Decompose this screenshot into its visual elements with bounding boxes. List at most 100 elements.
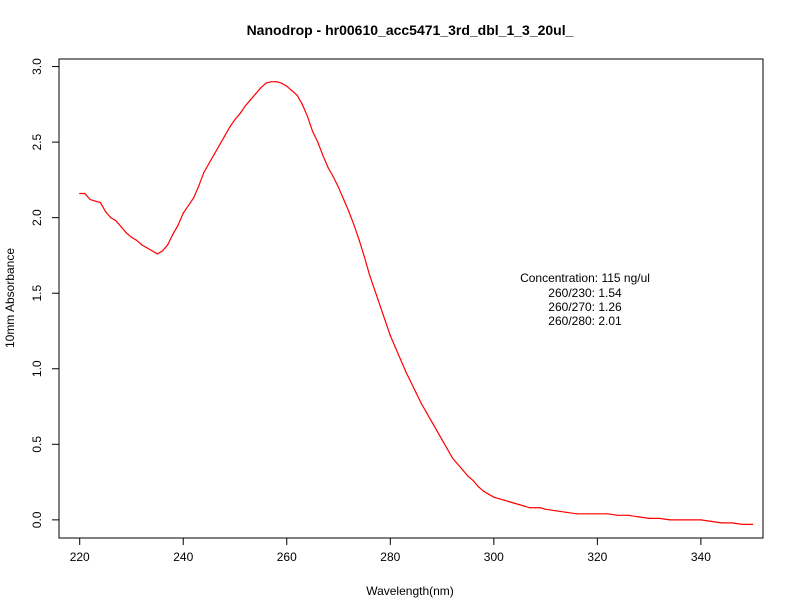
- absorbance-series-line: [79, 81, 753, 525]
- y-tick-label: 1.0: [30, 360, 44, 377]
- y-axis: 0.0 0.5 1.0 1.5 2.0 2.5 3.0: [30, 58, 59, 528]
- data-point: [296, 94, 298, 96]
- data-point: [110, 217, 112, 219]
- data-point: [218, 144, 221, 146]
- data-point: [255, 93, 257, 95]
- data-point: [472, 479, 474, 482]
- data-point: [177, 224, 179, 226]
- data-point: [312, 130, 314, 133]
- data-point: [270, 81, 272, 83]
- data-point: [104, 211, 107, 213]
- data-point: [415, 392, 417, 394]
- data-point: [337, 186, 340, 189]
- data-point: [224, 135, 226, 137]
- data-point: [658, 517, 661, 519]
- data-point: [710, 520, 712, 522]
- x-axis-label: Wavelength(nm): [366, 584, 454, 598]
- data-point: [348, 211, 350, 213]
- y-tick-label: 1.5: [30, 285, 44, 302]
- data-point: [488, 493, 490, 495]
- data-point: [79, 192, 81, 195]
- data-point: [161, 250, 164, 252]
- data-point: [187, 204, 190, 207]
- data-point: [275, 81, 278, 83]
- chart-title: Nanodrop - hr00610_acc5471_3rd_dbl_1_3_2…: [247, 22, 574, 38]
- data-point: [234, 118, 236, 121]
- data-point: [125, 232, 127, 234]
- data-point: [363, 256, 366, 258]
- ratio-260-280-text: 260/280: 2.01: [548, 314, 622, 328]
- data-point: [425, 411, 428, 414]
- data-point: [306, 115, 309, 118]
- data-point: [669, 519, 671, 521]
- data-point: [167, 244, 169, 246]
- y-tick-label: 2.5: [30, 133, 44, 150]
- x-tick-label: 240: [173, 550, 193, 564]
- data-point: [84, 192, 86, 195]
- data-point: [436, 430, 438, 432]
- data-point: [182, 212, 184, 214]
- data-point: [141, 244, 143, 246]
- data-point: [498, 498, 500, 500]
- x-tick-label: 320: [587, 550, 607, 564]
- data-point: [286, 85, 288, 87]
- data-point: [89, 198, 91, 201]
- data-point: [534, 507, 536, 509]
- x-tick-label: 220: [70, 550, 90, 564]
- data-point: [576, 513, 578, 515]
- data-point: [482, 490, 485, 492]
- data-point: [327, 167, 329, 169]
- data-point: [689, 519, 692, 521]
- y-tick-label: 2.0: [30, 209, 44, 226]
- data-point: [332, 176, 334, 178]
- data-point: [115, 220, 117, 222]
- data-point: [617, 514, 619, 516]
- data-point: [353, 224, 355, 226]
- y-tick-label: 0.5: [30, 436, 44, 453]
- data-point: [529, 507, 531, 509]
- data-point: [203, 171, 205, 173]
- data-point: [368, 274, 371, 276]
- series-points: [79, 81, 754, 526]
- data-point: [322, 155, 324, 157]
- plot-frame: [58, 58, 764, 539]
- data-point: [244, 105, 246, 107]
- data-point: [280, 82, 283, 84]
- data-point: [358, 239, 360, 241]
- data-point: [229, 126, 231, 128]
- data-point: [700, 519, 702, 521]
- data-point: [208, 162, 210, 164]
- data-point: [596, 513, 598, 515]
- data-point: [508, 501, 510, 503]
- x-tick-label: 340: [691, 550, 711, 564]
- data-point: [420, 402, 422, 405]
- data-point: [394, 347, 397, 349]
- data-point: [213, 153, 215, 155]
- data-point: [431, 421, 433, 423]
- data-point: [648, 517, 650, 519]
- data-point: [446, 448, 448, 450]
- x-axis: 220 240 260 280 300 320 340: [70, 538, 711, 564]
- data-point: [720, 522, 723, 524]
- data-point: [260, 87, 262, 89]
- data-point: [565, 511, 567, 513]
- data-point: [441, 439, 443, 441]
- data-point: [136, 239, 138, 241]
- data-point: [192, 197, 195, 199]
- stats-annotation: Concentration: 115 ng/ul 260/230: 1.54 2…: [520, 271, 650, 328]
- data-point: [456, 463, 459, 465]
- data-point: [638, 516, 640, 518]
- data-point: [519, 504, 521, 506]
- data-point: [462, 469, 464, 471]
- data-point: [679, 519, 681, 521]
- data-point: [544, 508, 547, 510]
- ratio-260-270-text: 260/270: 1.26: [548, 300, 622, 314]
- data-point: [627, 514, 630, 516]
- x-tick-label: 260: [277, 550, 297, 564]
- data-point: [752, 523, 754, 526]
- data-point: [467, 475, 469, 477]
- x-tick-label: 300: [484, 550, 504, 564]
- y-tick-label: 3.0: [30, 58, 44, 75]
- data-point: [172, 233, 174, 235]
- data-point: [477, 486, 479, 488]
